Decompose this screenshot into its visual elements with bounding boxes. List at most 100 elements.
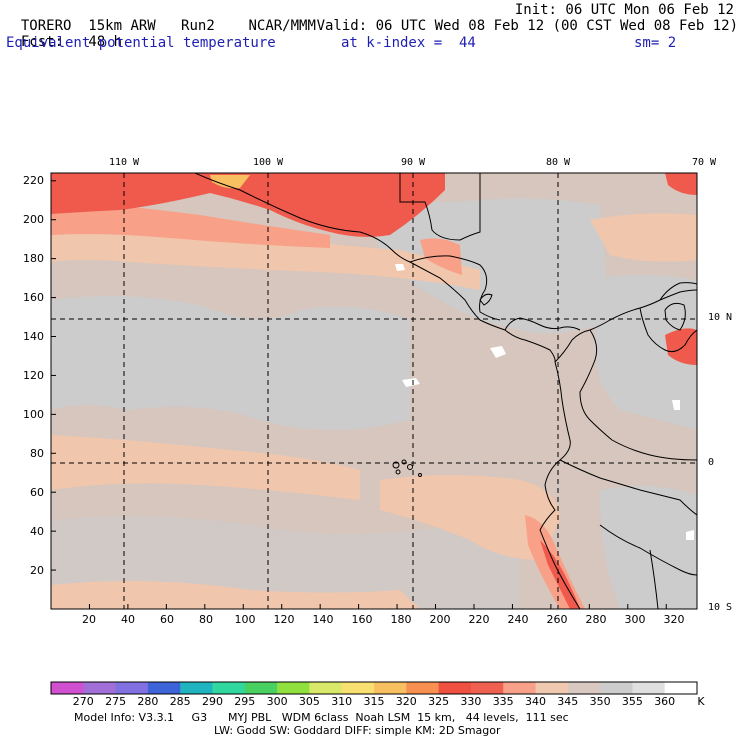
colorbar-label: 270	[72, 695, 94, 708]
level-info: at k-index = 44	[341, 35, 476, 51]
colorbar-swatch	[277, 682, 310, 694]
field-peach-sw	[51, 581, 420, 609]
lon-label: 80 W	[545, 157, 571, 168]
x-tick-label: 80	[199, 613, 213, 626]
init-time: Init: 06 UTC Mon 06 Feb 12	[514, 2, 734, 18]
field-orange-coast	[210, 175, 250, 189]
x-tick-label: 220	[468, 613, 490, 626]
colorbar-label: 340	[525, 695, 546, 708]
colorbar-swatch	[632, 682, 666, 694]
x-tick-label: 160	[351, 613, 373, 626]
valid-time: Valid: 06 UTC Wed 08 Feb 12 (00 CST Wed …	[316, 18, 738, 34]
lon-label: 110 W	[108, 157, 140, 168]
colorbar-swatch	[115, 682, 149, 694]
field-peach-east	[590, 213, 697, 262]
lat-label: 10 N	[708, 312, 733, 323]
graticule	[51, 173, 697, 609]
x-tick-label: 260	[546, 613, 568, 626]
colorbar-swatch	[83, 682, 117, 694]
colorbar-label: 315	[363, 695, 385, 708]
header-line-1: TORERO 15km ARW Run2 NCAR/MMM	[4, 2, 316, 34]
colorbar-label: 275	[105, 695, 127, 708]
colorbar-label: 355	[621, 695, 643, 708]
colorbar-label: 345	[557, 695, 579, 708]
smoothing-info: sm= 2	[634, 35, 677, 51]
x-tick-label: 60	[160, 613, 174, 626]
lon-label: 90 W	[400, 157, 426, 168]
x-tick-label: 300	[624, 613, 646, 626]
colorbar-swatch	[567, 682, 601, 694]
colorbar-swatch	[664, 682, 698, 694]
colorbar-label: 330	[460, 695, 482, 708]
lat-label: 10 S	[708, 602, 733, 613]
colorbar-swatch	[535, 682, 569, 694]
colorbar-label: 360	[654, 695, 676, 708]
colorbar-label: 290	[202, 695, 223, 708]
field-grey-center	[360, 198, 610, 334]
field-red-ne	[665, 173, 697, 195]
y-tick-label: 160	[23, 291, 44, 304]
map-frame	[50, 172, 698, 610]
forecast-label-row: Fcst: 48 h	[4, 18, 122, 50]
y-tick-label: 80	[30, 447, 44, 460]
y-tick-label: 120	[23, 369, 44, 382]
x-tick-label: 320	[663, 613, 685, 626]
field-salmon-gulf	[420, 238, 462, 275]
colorbar-label: 280	[137, 695, 159, 708]
x-tick-label: 200	[429, 613, 451, 626]
y-tick-label: 220	[23, 174, 44, 187]
y-tick-label: 100	[23, 408, 44, 421]
forecast-label: Fcst:	[20, 34, 64, 50]
field-peach-south	[380, 475, 560, 560]
colorbar-swatch	[374, 682, 407, 694]
colorbar-swatch	[438, 682, 472, 694]
x-tick-label: 280	[585, 613, 607, 626]
y-tick-label: 180	[23, 252, 44, 265]
colorbar-swatch	[406, 682, 440, 694]
colorbar-swatch	[309, 682, 343, 694]
y-tick-label: 40	[30, 525, 44, 538]
physics-info-line: LW: Godd SW: Goddard DIFF: simple KM: 2D…	[214, 724, 501, 737]
colorbar-swatch	[212, 682, 246, 694]
lon-label: 100 W	[252, 157, 284, 168]
colorbar-label: 310	[331, 695, 353, 708]
colorbar-swatch	[503, 682, 536, 694]
colorbar-label: 300	[266, 695, 288, 708]
lat-label: 0	[708, 457, 715, 468]
colorbar-swatch	[470, 682, 504, 694]
x-tick-label: 40	[121, 613, 135, 626]
colorbar-label: 325	[428, 695, 450, 708]
colorbar-swatch	[180, 682, 213, 694]
x-tick-label: 240	[507, 613, 529, 626]
model-resolution: 15km ARW	[88, 18, 156, 34]
run-name: Run2	[181, 18, 215, 34]
colorbar-label: 335	[492, 695, 514, 708]
model-info-line: Model Info: V3.3.1 G3 MYJ PBL WDM 6class…	[74, 711, 569, 724]
colorbar-frame	[50, 681, 698, 695]
y-tick-label: 60	[30, 486, 44, 499]
colorbar-swatches	[51, 682, 698, 694]
colorbar-label: 285	[169, 695, 191, 708]
lon-label: 70 W	[691, 157, 717, 168]
colorbar-swatch	[244, 682, 278, 694]
colorbar-swatch	[341, 682, 375, 694]
colorbar-label: 350	[589, 695, 611, 708]
colorbar-swatch	[147, 682, 181, 694]
colorbar-swatch	[51, 682, 84, 694]
y-axis-labels: 20 40 60 80 100 120 140 160 180 200 220	[0, 0, 46, 740]
field-grey-east	[590, 275, 697, 430]
x-tick-label: 140	[312, 613, 334, 626]
model-name: TORERO	[20, 18, 72, 34]
x-tick-label: 100	[234, 613, 256, 626]
colorbar-unit: K	[697, 695, 705, 708]
y-tick-label: 140	[23, 330, 44, 343]
y-tick-label: 20	[30, 564, 44, 577]
field-red-north	[51, 173, 445, 237]
x-tick-label: 120	[273, 613, 295, 626]
colorbar-swatch	[600, 682, 633, 694]
y-tick-label: 200	[23, 213, 44, 226]
field-grey-se	[600, 486, 697, 609]
theta-e-field	[51, 173, 697, 609]
colorbar-label: 320	[395, 695, 417, 708]
